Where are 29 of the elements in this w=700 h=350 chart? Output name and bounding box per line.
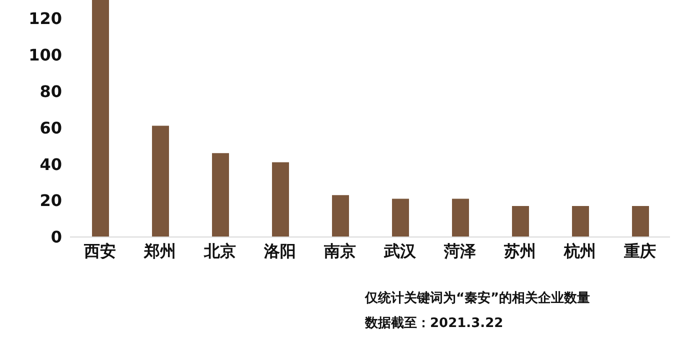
x-tick-label: 郑州 (143, 241, 176, 260)
y-tick-label: 20 (40, 191, 62, 210)
x-tick-label: 北京 (203, 241, 236, 260)
bar (392, 198, 409, 237)
y-tick-label: 40 (40, 154, 62, 174)
y-tick-label: 0 (50, 228, 62, 247)
bar (452, 198, 469, 237)
bar (92, 0, 109, 237)
bar (212, 153, 229, 237)
x-tick-label: 杭州 (563, 241, 596, 260)
x-tick-label: 南京 (323, 241, 356, 260)
bar (572, 206, 589, 237)
x-tick-label: 西安 (83, 241, 116, 260)
x-tick-label: 武汉 (383, 241, 417, 260)
x-tick-label: 洛阳 (263, 241, 296, 260)
x-tick-label: 重庆 (623, 241, 656, 260)
bar (152, 126, 169, 237)
bar (332, 195, 349, 237)
y-tick-label: 100 (28, 45, 62, 64)
text: 仅统计关键词为“秦安”的相关企业数量 (365, 290, 590, 308)
y-tick-label: 120 (28, 8, 62, 28)
y-tick-label: 60 (40, 118, 62, 138)
bar (272, 162, 289, 237)
y-tick-label: 80 (40, 82, 62, 101)
x-tick-label: 菏泽 (443, 241, 477, 260)
bar (512, 206, 529, 237)
x-tick-label: 苏州 (503, 241, 536, 260)
bar (632, 206, 649, 237)
text: 数据截至：2021.3.22 (365, 315, 504, 333)
